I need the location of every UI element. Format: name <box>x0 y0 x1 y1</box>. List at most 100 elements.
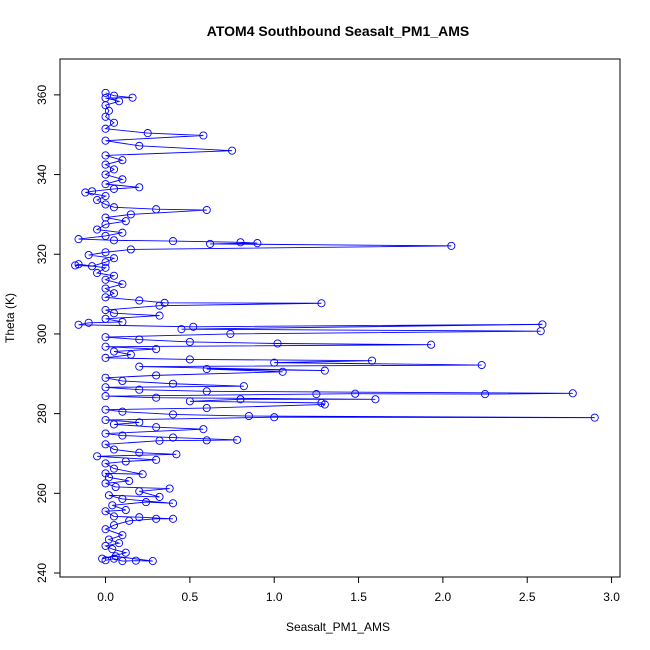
data-point <box>155 301 164 310</box>
y-tick-label: 360 <box>35 85 49 105</box>
data-point <box>118 280 127 289</box>
data-point <box>590 413 599 422</box>
data-point <box>270 358 279 367</box>
data-point <box>101 180 110 189</box>
data-point <box>121 548 130 557</box>
data-point <box>135 296 144 305</box>
data-point <box>109 464 119 473</box>
data-point <box>568 389 577 398</box>
data-point <box>109 236 119 245</box>
data-point <box>101 459 110 468</box>
data-point <box>101 305 110 315</box>
data-point <box>101 94 110 103</box>
data-point <box>152 345 161 354</box>
data-point <box>118 431 127 440</box>
data-point <box>101 373 110 382</box>
data-point <box>227 146 237 155</box>
data-point <box>165 484 174 493</box>
data-point <box>101 160 110 169</box>
data-point <box>101 284 110 293</box>
data-point <box>109 271 119 280</box>
data-point <box>71 261 80 270</box>
data-point <box>93 452 102 461</box>
data-point <box>148 557 157 566</box>
data-point <box>93 268 102 278</box>
chart-title: ATOM4 Southbound Seasalt_PM1_AMS <box>207 23 469 39</box>
data-point <box>114 97 124 106</box>
data-point <box>270 413 279 422</box>
data-point <box>202 436 211 445</box>
data-point <box>155 436 164 445</box>
data-point <box>141 498 151 507</box>
data-point <box>538 320 547 329</box>
data-point <box>118 228 127 237</box>
data-point <box>109 289 119 298</box>
data-point <box>111 482 120 492</box>
data-point <box>74 320 83 329</box>
data-point <box>101 213 110 222</box>
data-point <box>101 112 110 121</box>
x-tick-label: 1.5 <box>350 590 367 604</box>
data-point <box>278 367 287 376</box>
data-point <box>135 141 144 150</box>
data-point <box>101 469 110 478</box>
data-point <box>185 355 194 364</box>
data-point <box>108 501 117 510</box>
data-point <box>108 545 117 554</box>
data-point <box>109 521 119 530</box>
data-point <box>138 470 147 479</box>
data-point <box>168 499 178 508</box>
data-point <box>118 531 127 540</box>
data-point <box>101 333 110 342</box>
data-point <box>152 514 161 523</box>
data-point <box>101 293 110 302</box>
y-tick-label: 260 <box>35 483 49 503</box>
data-point <box>101 429 110 438</box>
x-tick-label: 1.0 <box>266 590 283 604</box>
data-point <box>239 382 248 391</box>
y-tick-label: 240 <box>35 563 49 583</box>
data-point <box>125 476 134 486</box>
data-point <box>168 433 178 442</box>
data-point <box>152 393 161 402</box>
data-point <box>101 342 110 351</box>
data-point <box>202 387 211 396</box>
data-point <box>118 494 127 503</box>
data-point <box>202 364 211 374</box>
data-point <box>135 385 144 394</box>
data-point <box>317 398 326 407</box>
data-point <box>135 448 144 457</box>
data-point <box>101 263 110 272</box>
data-point <box>206 239 215 248</box>
data-point <box>101 392 110 401</box>
data-point <box>135 487 144 496</box>
data-point <box>118 557 127 566</box>
data-point <box>98 554 107 563</box>
data-point <box>155 311 164 320</box>
data-point <box>477 360 486 370</box>
data-point <box>109 309 119 318</box>
data-point <box>155 492 164 501</box>
data-point <box>93 196 102 205</box>
data-point <box>109 184 119 193</box>
data-point <box>101 383 110 392</box>
data-point <box>168 379 178 388</box>
data-point <box>109 203 119 212</box>
data-point <box>351 389 360 398</box>
data-point <box>101 200 110 209</box>
data-point <box>101 248 110 257</box>
data-point <box>109 554 119 563</box>
data-point <box>101 314 110 323</box>
data-point <box>199 131 208 140</box>
data-point <box>109 165 119 174</box>
data-point <box>317 299 326 308</box>
axes: 0.0 0.5 1.0 1.5 2.0 2.5 3.0 240 260 280 300 320 340 3… <box>35 85 620 604</box>
x-tick-label: 2.5 <box>519 590 536 604</box>
data-point <box>226 329 235 338</box>
data-point <box>177 325 186 334</box>
data-point <box>125 516 134 525</box>
data-point <box>121 506 130 515</box>
data-marks <box>71 88 599 566</box>
data-point <box>244 411 253 421</box>
